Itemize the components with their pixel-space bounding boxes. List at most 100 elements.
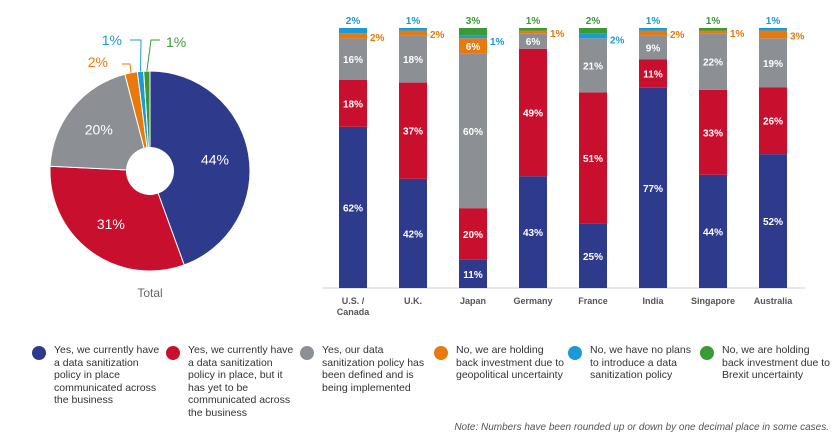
x-tick-label: Germany: [513, 296, 552, 306]
bar-segment-yes-not-communicated: [339, 80, 367, 127]
bar-segment-yes-not-communicated: [699, 89, 727, 175]
bar-segment-outside-label: 1%: [526, 16, 541, 27]
bar-segment-no-plans: [459, 35, 487, 39]
bar-segment-label: 22%: [703, 57, 723, 68]
legend-label: No, we are holding back investment due t…: [456, 344, 564, 381]
legend-swatch: [700, 346, 714, 360]
bar-segment-yes-communicated: [699, 174, 727, 288]
bar-segment-outside-label: 1%: [550, 29, 565, 40]
legend-label: Yes, we currently have a data sanitizati…: [54, 344, 160, 406]
bar-segment-outside-label: 2%: [610, 36, 625, 47]
x-tick-label: Singapore: [691, 296, 735, 306]
legend-swatch: [434, 346, 448, 360]
bar-segment-label: 52%: [763, 217, 783, 228]
bar-segment-yes-not-communicated: [639, 59, 667, 88]
bar-segment-outside-label: 1%: [766, 16, 781, 27]
legend-swatch: [166, 346, 180, 360]
pie-slice-label: 1%: [102, 32, 122, 48]
bar-segment-no-plans: [759, 28, 787, 31]
x-tick-label: Canada: [337, 307, 371, 317]
bar-segment-no-plans: [639, 28, 667, 31]
bar-segment-being-implemented: [459, 53, 487, 209]
x-tick-label: Japan: [460, 296, 486, 306]
bar-segment-label: 62%: [343, 203, 363, 214]
pie-slice-label: 2%: [88, 54, 108, 70]
bar-segment-being-implemented: [519, 33, 547, 49]
bar-segment-no-plans: [399, 28, 427, 31]
bar-segment-label: 25%: [583, 252, 603, 263]
x-tick-label: India: [642, 296, 664, 306]
bar-segment-label: 44%: [703, 227, 723, 238]
legend-label: Yes, we currently have a data sanitizati…: [188, 344, 294, 419]
bar-segment-no-plans: [339, 28, 367, 34]
bar-segment-label: 19%: [763, 59, 783, 70]
bar-segment-outside-label: 3%: [790, 31, 805, 42]
bar-segment-label: 77%: [643, 184, 663, 195]
pie-leader-line-holding-brexit: [146, 39, 160, 72]
bar-segment-outside-label: 2%: [370, 33, 385, 44]
legend-swatch: [300, 346, 314, 360]
bar-segment-holding-brexit: [459, 28, 487, 36]
bar-segment-being-implemented: [399, 35, 427, 83]
bar-segment-outside-label: 2%: [586, 16, 601, 27]
bar-segment-label: 37%: [403, 127, 423, 138]
bar-segment-holding-brexit: [579, 28, 607, 34]
bar-segment-holding-geopolitical: [519, 30, 547, 34]
pie-leader-line-holding-geopolitical: [122, 63, 132, 73]
bar-segment-label: 49%: [523, 109, 543, 120]
bar-segment-yes-communicated: [639, 87, 667, 288]
footnote: Note: Numbers have been rounded up or do…: [454, 422, 829, 433]
bar-segment-outside-label: 1%: [490, 37, 505, 48]
bar-segment-label: 18%: [403, 55, 423, 66]
legend-label: Yes, our data sanitization policy has be…: [322, 344, 425, 394]
x-tick-label: U.S. /: [342, 296, 365, 306]
bar-segment-label: 6%: [466, 42, 481, 53]
pie-total-label: Total: [137, 286, 163, 300]
bar-segment-label: 43%: [523, 228, 543, 239]
bar-segment-outside-label: 2%: [430, 30, 445, 41]
bar-segment-yes-communicated: [339, 126, 367, 288]
bar-segment-yes-not-communicated: [459, 208, 487, 260]
total-pie-chart: 44% 31% 20% 2% 1% 1%: [49, 32, 251, 272]
bar-segment-yes-communicated: [459, 259, 487, 288]
bar-segment-holding-geopolitical: [699, 30, 727, 34]
bar-segment-label: 9%: [646, 44, 661, 55]
bar-segment-label: 21%: [583, 61, 603, 72]
bar-segment-label: 16%: [343, 55, 363, 66]
bar-segment-label: 6%: [526, 37, 541, 48]
bar-segment-yes-not-communicated: [579, 92, 607, 224]
x-tick-label: France: [578, 296, 608, 306]
bar-segment-label: 11%: [463, 270, 483, 281]
bar-segment-being-implemented: [339, 38, 367, 80]
bar-segment-yes-not-communicated: [399, 82, 427, 179]
bar-segment-outside-label: 1%: [646, 16, 661, 27]
bar-segment-holding-brexit: [519, 28, 547, 31]
pie-center-hole: [126, 147, 174, 195]
bar-segment-label: 18%: [343, 99, 363, 110]
pie-leader-line-no-plans: [130, 39, 142, 72]
country-stacked-bar-chart: 62% 18% 16% 2% 2% U.S. /Canada 42% 37% 18% 1% 2% U.…: [322, 16, 805, 317]
bar-segment-label: 42%: [403, 229, 423, 240]
bar-segment-yes-communicated: [579, 223, 607, 288]
bar-segment-outside-label: 2%: [346, 16, 361, 27]
pie-slice-label: 20%: [85, 121, 113, 137]
legend-label: No, we have no plans to introduce a data…: [590, 344, 691, 381]
bar-segment-being-implemented: [699, 33, 727, 90]
bar-segment-outside-label: 1%: [706, 16, 721, 27]
bar-segment-holding-geopolitical: [339, 33, 367, 39]
bar-segment-yes-not-communicated: [519, 48, 547, 177]
bar-segment-outside-label: 1%: [406, 16, 421, 27]
bar-segment-label: 20%: [463, 230, 483, 241]
bar-segment-yes-communicated: [399, 178, 427, 288]
bar-segment-being-implemented: [579, 38, 607, 93]
bar-segment-label: 60%: [463, 127, 483, 138]
bar-segment-no-plans: [579, 33, 607, 39]
legend-swatch: [32, 346, 46, 360]
bar-segment-holding-geopolitical: [399, 30, 427, 36]
bar-segment-label: 51%: [583, 154, 603, 165]
legend: Yes, we currently have a data sanitizati…: [0, 344, 837, 424]
x-tick-label: Australia: [754, 296, 794, 306]
bar-segment-holding-brexit: [699, 28, 727, 31]
bar-segment-yes-communicated: [759, 154, 787, 288]
bar-segment-label: 26%: [763, 117, 783, 128]
